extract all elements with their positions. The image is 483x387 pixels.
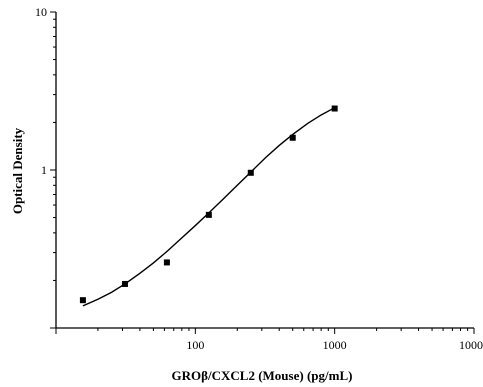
data-point (205, 211, 212, 218)
x-axis-title: GROβ/CXCL2 (Mouse) (pg/mL) (172, 368, 353, 383)
data-point (331, 105, 338, 112)
data-point (163, 259, 170, 266)
data-point (79, 297, 86, 304)
y-tick-label: 1 (41, 163, 47, 177)
ticks: 100 1000 10000 10 1 (35, 5, 483, 352)
data-points-group (79, 105, 338, 304)
data-point (247, 169, 254, 176)
fit-curve-group (82, 107, 336, 307)
y-axis-title: Optical Density (10, 127, 25, 214)
x-tick-label: 1000 (323, 338, 347, 352)
x-tick-label: 10000 (459, 338, 483, 352)
y-tick-label: 10 (35, 5, 47, 19)
data-point (289, 134, 296, 141)
x-tick-label: 100 (186, 338, 204, 352)
fit-curve-line (82, 107, 336, 307)
axes (55, 12, 474, 329)
data-point (121, 280, 128, 287)
